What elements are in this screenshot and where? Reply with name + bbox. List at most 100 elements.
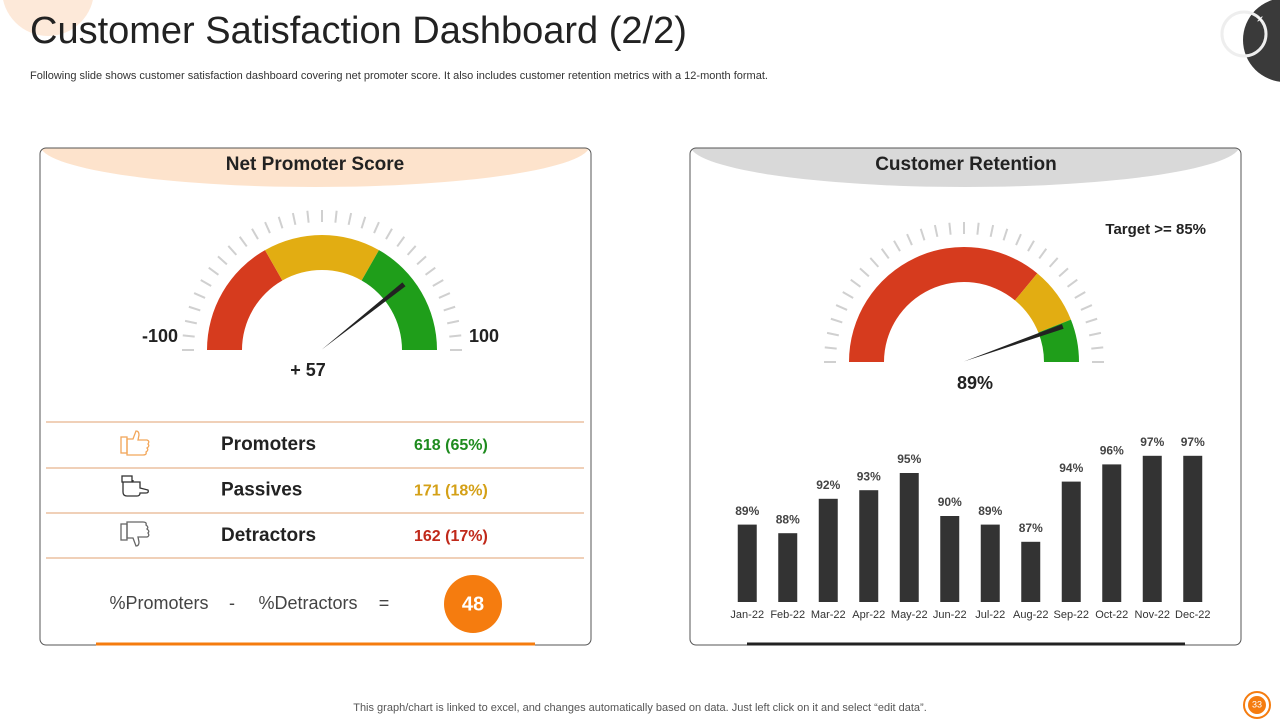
gauge-ring-tick [446,319,460,325]
panel-title: Customer Retention [875,154,1057,175]
row-value: 618 (65%) [414,437,488,454]
decor-ring [1220,10,1268,58]
x-tick-label: Jul-22 [975,609,1005,621]
gauge-ring-tick [1002,228,1009,241]
panel [39,147,592,646]
gauge-ring-tick [385,228,393,240]
gauge-ring-tick [1066,278,1078,288]
panel-title: Net Promoter Score [226,154,404,175]
gauge-ring-tick [334,210,338,223]
gauge-needle [321,282,406,350]
close-button[interactable]: × [1256,12,1263,26]
gauge-ring-tick [424,266,436,276]
gauge-ring-tick [193,292,206,299]
bar [1102,464,1122,602]
x-tick-label: Jan-22 [730,609,764,621]
target-annotation: Target >= 85% [1105,221,1206,238]
row-value: 162 (17%) [414,528,488,545]
score-badge [444,575,502,633]
gauge-ring-tick [1080,304,1093,311]
thumbs-up-icon [120,430,150,456]
bar-value-label: 89% [735,504,759,518]
x-tick-label: Feb-22 [770,609,805,621]
gauge-ring-tick [830,317,843,324]
gauge-ring-tick [200,279,212,287]
panel-header-bg [690,148,1240,187]
gauge-ring-tick [859,267,870,278]
bar-value-label: 92% [816,478,840,492]
formula-term: - [229,593,235,613]
gauge-ring-tick [182,334,195,338]
gauge-band [1014,273,1071,333]
x-tick-label: Mar-22 [811,609,846,621]
gauge-ring-tick [1015,233,1022,246]
gauge-ring-tick [1027,240,1035,252]
gauge-ring-tick [406,245,417,256]
x-tick-label: Oct-22 [1095,609,1128,621]
gauge-ring-tick [306,210,310,223]
gauge-ring-tick [227,245,238,256]
bar [1061,481,1081,602]
gauge-ring-tick [824,346,837,350]
gauge-ring-tick [438,292,451,299]
nps-score: 48 [462,593,484,615]
gauge-ring-tick [1038,248,1048,260]
bar-value-label: 95% [897,452,921,466]
gauge-ring-tick [264,221,271,234]
gauge-ring-tick [850,278,862,288]
gauge-ring-tick [208,266,220,276]
gauge-band [265,234,379,281]
gauge-ring-tick [188,305,201,312]
page-title: Customer Satisfaction Dashboard (2/2) [30,10,687,52]
gauge-ring-tick [842,291,854,299]
bar [899,473,919,602]
gauge-ring-tick [443,305,456,312]
bar [737,524,757,602]
gauge-ring-tick [277,216,284,229]
gauge-ring-tick [238,236,248,248]
formula-term: %Detractors [258,593,357,613]
decor-circle [3,0,93,36]
hand-icon [121,475,149,497]
gauge-value-label: + 57 [290,360,326,380]
gauge-ring-tick [360,216,367,229]
x-tick-label: Sep-22 [1054,609,1089,621]
thumbs-down-icon [120,521,150,547]
gauge-ring-tick [347,212,353,226]
gauge-ring-tick [396,236,406,248]
gauge-needle [963,324,1064,362]
gauge-ring-tick [1074,291,1086,299]
gauge-ring-tick [449,334,462,338]
row-icons [120,430,150,547]
x-tick-label: Nov-22 [1135,609,1170,621]
gauge-range-label: 100 [469,326,499,346]
x-tick-label: May-22 [891,609,928,621]
bar [980,524,1000,602]
gauge-ring-tick [184,319,198,325]
gauge-ring-tick [869,257,880,268]
x-tick-label: Dec-22 [1175,609,1210,621]
gauge-ring-tick [251,228,259,240]
panel-header-bg [40,148,590,187]
gauge-ring-tick [948,222,952,235]
formula-term: = [379,593,390,613]
gauge-band [849,247,1038,362]
formula-term: %Promoters [109,593,208,613]
gauge-ring-tick [373,221,380,234]
gauge-ring-tick [989,224,995,238]
bar [1021,541,1041,602]
row-label: Detractors [221,525,316,546]
bar-value-label: 88% [776,512,800,526]
gauge-ring-tick [1088,331,1102,337]
x-tick-label: Aug-22 [1013,609,1048,621]
bar [1183,455,1203,602]
bar-value-label: 89% [978,504,1002,518]
bar [778,533,798,602]
bar-value-label: 94% [1059,461,1083,475]
gauge-ring-tick [976,222,980,235]
gauge-ring-tick [826,331,840,337]
x-tick-label: Apr-22 [852,609,885,621]
footer-note: This graph/chart is linked to excel, and… [353,702,927,714]
bar [940,516,960,602]
